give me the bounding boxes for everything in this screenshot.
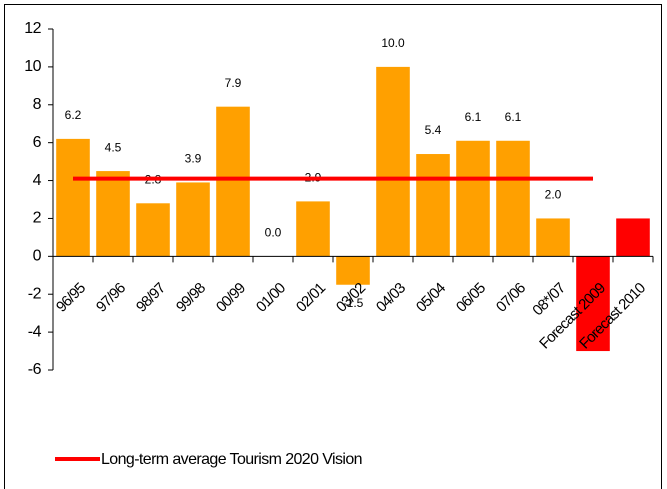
x-tick-label: 04/03 — [373, 280, 409, 316]
data-label: 7.9 — [225, 76, 242, 90]
bar — [56, 138, 90, 257]
data-label: 6.1 — [465, 110, 482, 124]
x-tick-label: 06/05 — [453, 280, 489, 316]
data-label: 3.9 — [185, 152, 202, 166]
y-tick-label: -4 — [28, 323, 42, 340]
y-tick-label: 12 — [24, 20, 41, 37]
x-tick-label: 97/96 — [93, 280, 129, 316]
y-tick-label: 4 — [33, 172, 42, 189]
bar — [496, 140, 530, 257]
x-tick-label: 03/02 — [333, 280, 369, 316]
x-tick-label: 07/06 — [493, 280, 529, 316]
bar — [536, 218, 570, 257]
bar — [136, 203, 170, 257]
x-tick-label: 00/99 — [213, 280, 249, 316]
data-label: 6.2 — [65, 108, 82, 122]
y-tick-label: 10 — [24, 58, 41, 75]
bar — [176, 182, 210, 257]
bar — [376, 66, 410, 257]
data-label: 6.1 — [505, 110, 522, 124]
x-tick-label: 02/01 — [293, 280, 329, 316]
bar — [296, 201, 330, 257]
x-tick-label: 01/00 — [253, 280, 289, 316]
y-tick-label: 2 — [33, 210, 42, 227]
y-tick-label: 8 — [33, 96, 42, 113]
bar — [416, 154, 450, 257]
bar — [216, 106, 250, 257]
y-tick-label: -6 — [28, 361, 42, 378]
y-tick-label: 0 — [33, 248, 42, 265]
x-tick-label: 05/04 — [413, 280, 449, 316]
y-tick-label: -2 — [28, 285, 42, 302]
legend-label: Long-term average Tourism 2020 Vision — [101, 451, 362, 468]
bar — [576, 256, 610, 352]
data-label: 2.0 — [545, 188, 562, 202]
bar — [336, 256, 370, 285]
data-label: 4.5 — [105, 140, 122, 154]
data-label: 0.0 — [265, 226, 282, 240]
x-tick-label: 96/95 — [53, 280, 89, 316]
bar — [616, 218, 650, 257]
x-tick-label: 99/98 — [173, 280, 209, 316]
bar — [456, 140, 490, 257]
bar — [96, 171, 130, 257]
data-label: 5.4 — [425, 123, 442, 137]
data-label: 10.0 — [381, 36, 405, 50]
x-tick-label: 98/97 — [133, 280, 169, 316]
data-label: -1.5 — [343, 296, 364, 310]
y-tick-label: 6 — [33, 134, 42, 151]
chart-frame — [4, 4, 662, 489]
